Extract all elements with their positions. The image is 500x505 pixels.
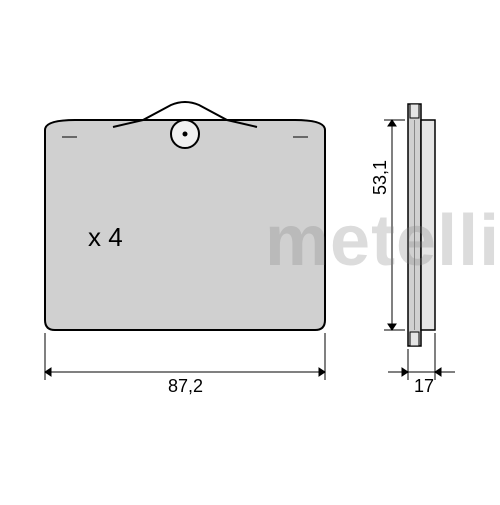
technical-diagram: x 4 87,2 17 53,1 metelli [0, 0, 500, 500]
width-dimension-value: 87,2 [168, 376, 203, 397]
quantity-label: x 4 [88, 222, 123, 253]
height-dimension-value: 53,1 [370, 160, 391, 195]
watermark-text: metelli [265, 200, 500, 282]
clip-ring-center [183, 132, 188, 137]
thickness-dimension-value: 17 [414, 376, 434, 397]
